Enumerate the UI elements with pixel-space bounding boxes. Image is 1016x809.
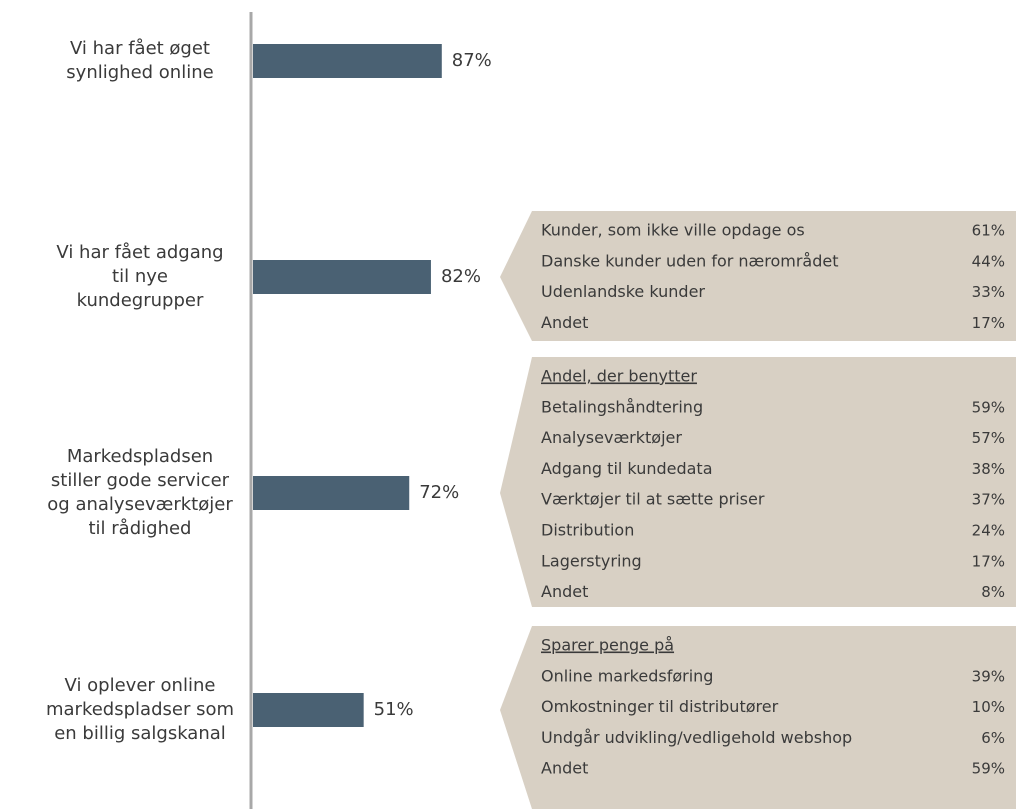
callout-item-value: 38% [972, 460, 1005, 478]
callout-heading: Andel, der benytter [541, 367, 697, 386]
callout-box [500, 626, 1016, 809]
callout-item-label: Lagerstyring [541, 551, 642, 570]
callout-item-label: Andet [541, 759, 588, 778]
bar [253, 260, 431, 294]
callout-item-value: 8% [981, 583, 1005, 601]
category-label: Vi har fået adgang til nye kundegrupper [56, 242, 224, 311]
callout-item-value: 44% [972, 252, 1005, 270]
category-label: Vi oplever online markedspladser som en … [45, 675, 234, 744]
callout-item-label: Betalingshåndtering [541, 397, 703, 416]
value-label: 51% [374, 699, 414, 720]
value-label: 82% [441, 266, 481, 287]
callout-heading: Sparer penge på [541, 636, 674, 655]
callout-item-label: Online markedsføring [541, 666, 713, 685]
callout-item-value: 39% [972, 667, 1005, 685]
bar [253, 476, 410, 510]
callout-item-label: Adgang til kundedata [541, 459, 713, 478]
category-label: Markedspladsen stiller gode servicer og … [47, 446, 233, 539]
callout-item-value: 59% [972, 760, 1005, 778]
callout-item-label: Distribution [541, 521, 634, 540]
callout-item-label: Danske kunder uden for nærområdet [541, 251, 839, 270]
callout-item-value: 37% [972, 491, 1005, 509]
callout-box [500, 357, 1016, 607]
callout-box [500, 211, 1016, 341]
callout-item-value: 17% [972, 552, 1005, 570]
callout-item-label: Værktøjer til at sætte priser [541, 490, 765, 509]
callout-item-label: Kunder, som ikke ville opdage os [541, 221, 805, 240]
callout-item-value: 61% [972, 222, 1005, 240]
callout-item-value: 6% [981, 729, 1005, 747]
category-label: Vi har fået øget synlighed online [66, 38, 214, 83]
callout-item-label: Undgår udvikling/vedligehold webshop [541, 728, 852, 747]
callout-item-value: 24% [972, 522, 1005, 540]
callout-item-label: Udenlandske kunder [541, 282, 705, 301]
bar [253, 693, 364, 727]
callout-item-label: Analyseværktøjer [541, 428, 682, 447]
callout-item-label: Omkostninger til distributører [541, 697, 779, 716]
callout-item-label: Andet [541, 313, 588, 332]
callout-item-value: 10% [972, 698, 1005, 716]
callout-item-value: 59% [972, 398, 1005, 416]
value-label: 87% [452, 50, 492, 71]
callout-item-value: 17% [972, 314, 1005, 332]
bar [253, 44, 442, 78]
value-label: 72% [419, 482, 459, 503]
callout-item-value: 33% [972, 283, 1005, 301]
callout-item-value: 57% [972, 429, 1005, 447]
callout-item-label: Andet [541, 582, 588, 601]
